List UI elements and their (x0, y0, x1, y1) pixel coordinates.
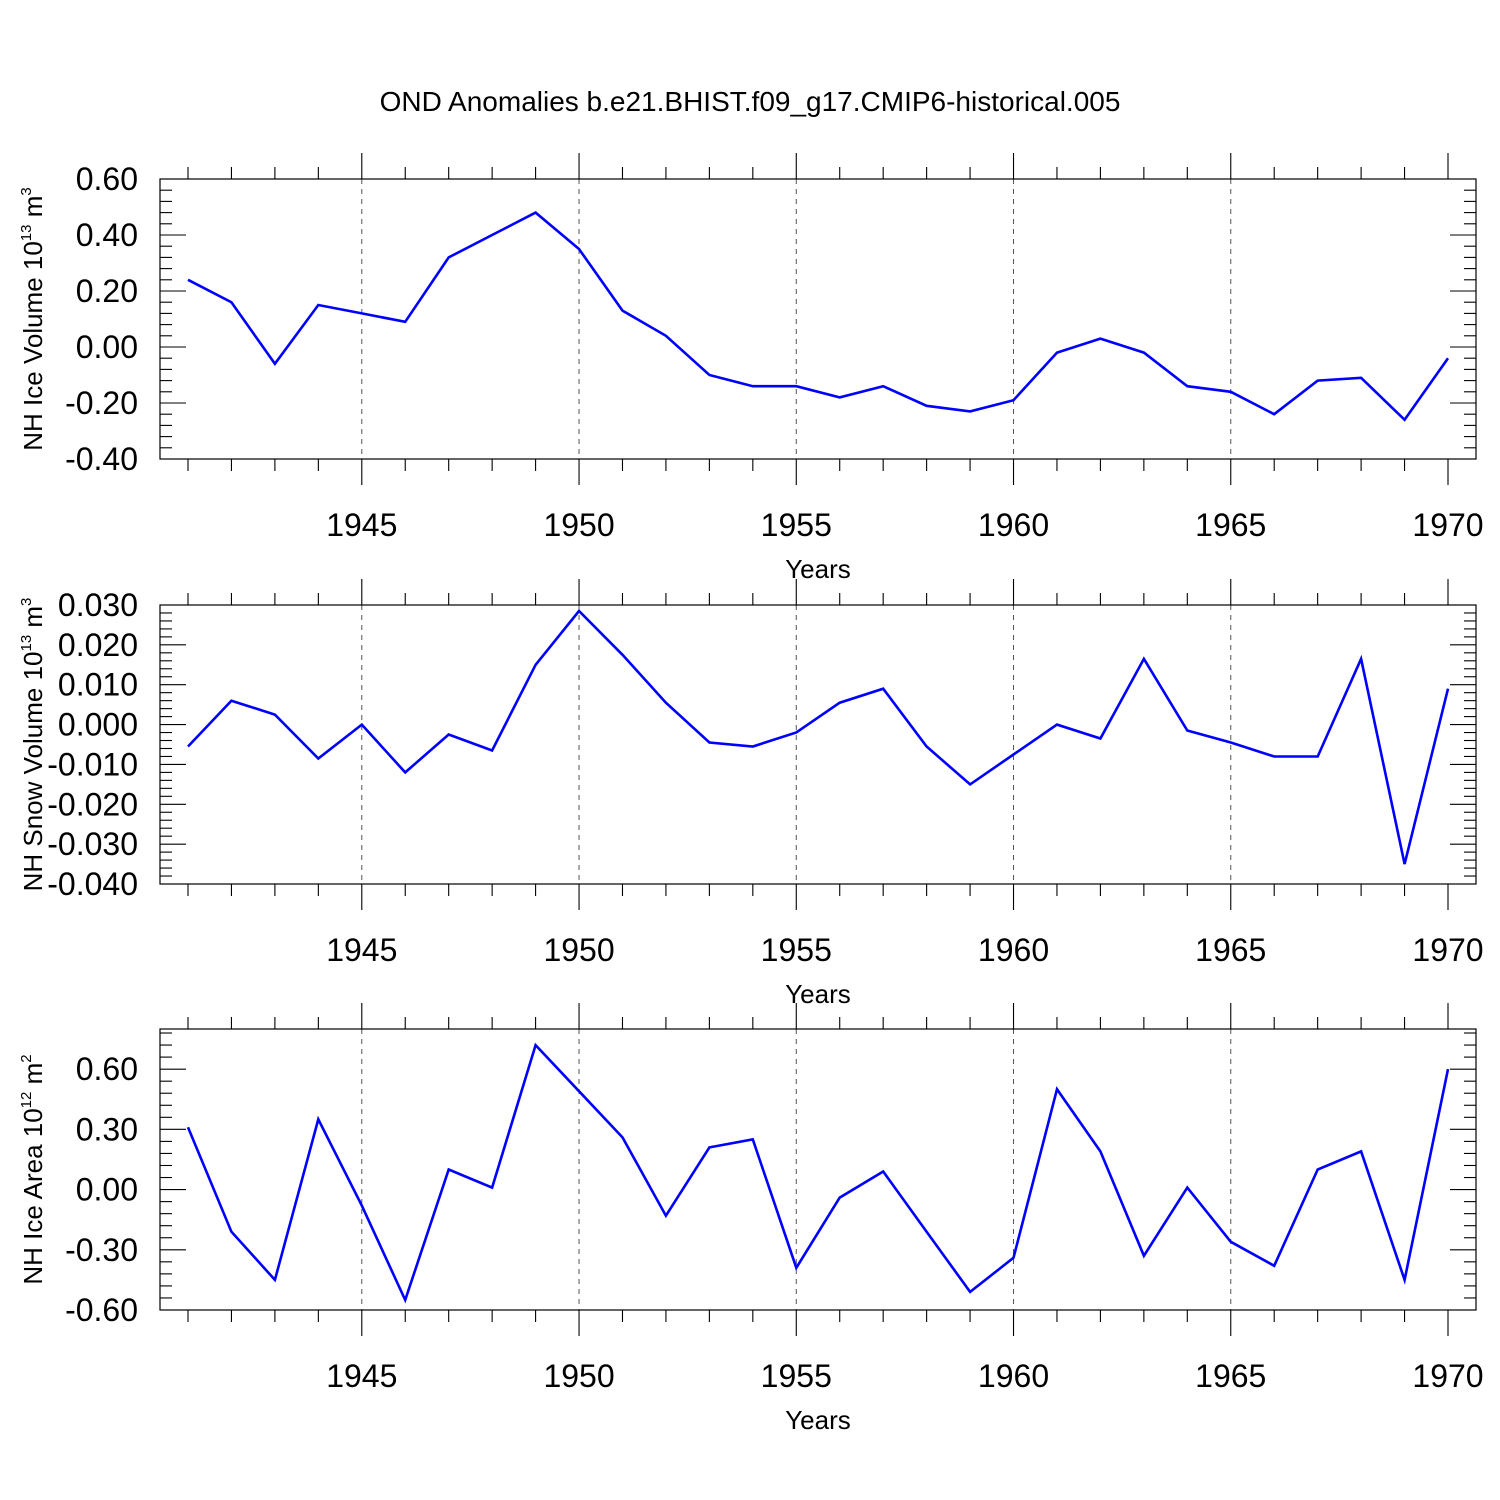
x-tick-label: 1955 (761, 507, 832, 543)
y-tick-label: 0.60 (76, 161, 138, 197)
panel-ice-volume: 0.60 0.40 0.20 0.00 -0.20 -0.40 1945 1950 1955 19… (18, 153, 1484, 584)
y-tick-label: 0.00 (76, 1172, 138, 1208)
x-axis-title: Years (785, 979, 851, 1009)
x-tick-label: 1965 (1195, 507, 1266, 543)
y-tick-label: 0.000 (58, 707, 138, 743)
y-tick-label: -0.40 (65, 441, 138, 477)
x-tick-label: 1960 (978, 932, 1049, 968)
series-line (187, 211, 1450, 422)
x-tick-label: 1970 (1412, 932, 1483, 968)
y-tick-label: 0.30 (76, 1111, 138, 1147)
y-tick-label: -0.020 (47, 786, 138, 822)
y-axis-title: NH Snow Volume 1013 m3 (18, 598, 48, 892)
plot-frame (159, 178, 1477, 460)
y-tick-label: -0.030 (47, 826, 138, 862)
panel-ice-area: 0.60 0.30 0.00 -0.30 -0.60 1945 1950 1955 1960 19… (18, 1003, 1484, 1435)
y-tick-label: -0.040 (47, 866, 138, 902)
x-tick-label: 1950 (543, 1358, 614, 1394)
y-tick-label: -0.010 (47, 746, 138, 782)
x-axis-title: Years (785, 1405, 851, 1435)
x-tick-label: 1955 (761, 932, 832, 968)
x-tick-label: 1970 (1412, 507, 1483, 543)
x-tick-label: 1945 (326, 932, 397, 968)
series-line (186, 1042, 1450, 1304)
plot-frame (159, 604, 1477, 885)
y-tick-label: 0.030 (58, 587, 138, 623)
plot-frame (159, 1028, 1477, 1311)
x-tick-label: 1945 (326, 1358, 397, 1394)
x-tick-label: 1950 (543, 507, 614, 543)
x-tick-label: 1960 (978, 507, 1049, 543)
x-tick-label: 1965 (1195, 1358, 1266, 1394)
y-axis-title: NH Ice Area 1012 m2 (18, 1054, 48, 1284)
y-tick-label: -0.30 (65, 1232, 138, 1268)
y-tick-label: 0.20 (76, 273, 138, 309)
y-tick-label: 0.010 (58, 667, 138, 703)
x-axis-title: Years (785, 554, 851, 584)
x-tick-label: 1950 (543, 932, 614, 968)
y-tick-label: 0.020 (58, 627, 138, 663)
x-tick-label: 1960 (978, 1358, 1049, 1394)
series-line (187, 609, 1450, 865)
y-tick-label: -0.20 (65, 385, 138, 421)
panel-snow-volume: 0.030 0.020 0.010 0.000-0.010 -0.020 -0.030 -0… (18, 579, 1484, 1009)
x-tick-label: 1945 (326, 507, 397, 543)
y-tick-label: -0.60 (65, 1292, 138, 1328)
x-tick-label: 1965 (1195, 932, 1266, 968)
x-tick-label: 1955 (761, 1358, 832, 1394)
y-tick-label: 0.00 (76, 329, 138, 365)
y-axis-title: NH Ice Volume 1013 m3 (18, 187, 48, 450)
chart-title: OND Anomalies b.e21.BHIST.f09_g17.CMIP6-… (379, 86, 1121, 117)
y-tick-label: 0.40 (76, 217, 138, 253)
y-tick-label: 0.60 (76, 1051, 138, 1087)
x-tick-label: 1970 (1412, 1358, 1483, 1394)
